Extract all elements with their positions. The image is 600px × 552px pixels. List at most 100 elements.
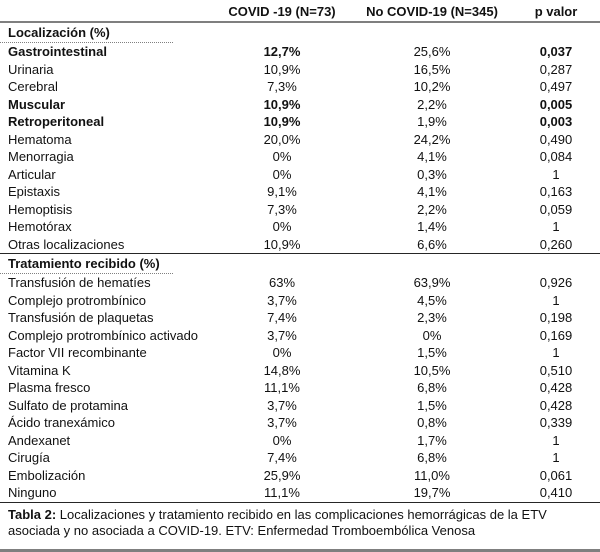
- table-row: Complejo protrombínico 3,7% 4,5% 1: [0, 292, 600, 310]
- cell-covid-value: 10,9%: [263, 61, 301, 77]
- row-label: Hemoptisis: [8, 201, 73, 217]
- row-label: Retroperitoneal: [8, 114, 105, 130]
- table-row: Gastrointestinal 12,7% 25,6% 0,037: [0, 43, 600, 61]
- row-label: Complejo protrombínico: [8, 292, 147, 308]
- cell-no-covid-value: 2,2%: [417, 96, 447, 112]
- table-row: Cirugía 7,4% 6,8% 1: [0, 449, 600, 467]
- cell-p-value: 1: [552, 432, 560, 448]
- cell-p-value: 0,061: [539, 467, 573, 483]
- cell-no-covid-value: 1,9%: [417, 114, 447, 130]
- row-label: Complejo protrombínico activado: [8, 327, 199, 343]
- cell-covid-value: 0%: [272, 166, 292, 182]
- cell-no-covid-value: 1,5%: [417, 397, 447, 413]
- cell-p-value: 0,510: [539, 362, 573, 378]
- column-header-p-valor: p valor: [534, 4, 578, 19]
- cell-no-covid-value: 4,1%: [417, 149, 447, 165]
- table-row: Hemotórax 0% 1,4% 1: [0, 218, 600, 236]
- row-label: Embolización: [8, 467, 86, 483]
- table-row: Muscular 10,9% 2,2% 0,005: [0, 96, 600, 114]
- cell-covid-value: 14,8%: [263, 362, 301, 378]
- cell-no-covid-value: 11,0%: [414, 467, 450, 483]
- cell-covid-value: 3,7%: [267, 327, 297, 343]
- table-caption: Tabla 2: Localizaciones y tratamiento re…: [0, 501, 600, 552]
- cell-covid-value: 3,7%: [267, 292, 297, 308]
- cell-p-value: 1: [552, 292, 560, 308]
- table-row: Hematoma 20,0% 24,2% 0,490: [0, 131, 600, 149]
- row-label: Vitamina K: [8, 362, 71, 378]
- row-label: Transfusión de plaquetas: [8, 310, 154, 326]
- table-body: Localización (%) Gastrointestinal 12,7% 25,…: [0, 23, 600, 502]
- cell-p-value: 1: [552, 219, 560, 235]
- cell-no-covid-value: 19,7%: [413, 485, 451, 501]
- row-label: Urinaria: [8, 61, 54, 77]
- row-label: Gastrointestinal: [8, 44, 107, 60]
- section-header-row: Localización (%): [0, 23, 600, 43]
- row-label: Otras localizaciones: [8, 236, 125, 252]
- row-label: Hemotórax: [8, 219, 72, 235]
- cell-no-covid-value: 2,2%: [417, 201, 447, 217]
- cell-covid-value: 7,3%: [267, 79, 297, 95]
- cell-p-value: 1: [552, 345, 560, 361]
- cell-no-covid-value: 0%: [422, 327, 442, 343]
- cell-covid-value: 11,1%: [264, 485, 300, 501]
- table-row: Transfusión de plaquetas 7,4% 2,3% 0,198: [0, 309, 600, 327]
- table-row: Epistaxis 9,1% 4,1% 0,163: [0, 183, 600, 201]
- cell-no-covid-value: 0,8%: [417, 415, 447, 431]
- cell-no-covid-value: 0,3%: [417, 166, 447, 182]
- row-label: Transfusión de hematíes: [8, 275, 151, 291]
- row-label: Ácido tranexámico: [8, 415, 115, 431]
- table-row: Articular 0% 0,3% 1: [0, 166, 600, 184]
- caption-text: Localizaciones y tratamiento recibido en…: [8, 506, 547, 539]
- cell-covid-value: 20,0%: [263, 131, 301, 147]
- cell-no-covid-value: 10,5%: [413, 362, 451, 378]
- table-row: Complejo protrombínico activado 3,7% 0% 0,1…: [0, 327, 600, 345]
- cell-p-value: 0,339: [539, 415, 573, 431]
- cell-p-value: 0,428: [539, 397, 573, 413]
- row-label: Ninguno: [8, 485, 57, 501]
- cell-p-value: 0,169: [539, 327, 573, 343]
- cell-no-covid-value: 1,5%: [417, 345, 447, 361]
- cell-no-covid-value: 1,4%: [417, 219, 447, 235]
- cell-p-value: 1: [552, 450, 560, 466]
- cell-no-covid-value: 6,6%: [417, 236, 447, 252]
- section-title: Localización (%): [0, 23, 173, 43]
- cell-p-value: 0,059: [539, 201, 573, 217]
- cell-covid-value: 10,9%: [263, 96, 301, 112]
- column-header-no-covid: No COVID-19 (N=345): [366, 4, 498, 19]
- cell-p-value: 0,287: [539, 61, 573, 77]
- cell-covid-value: 3,7%: [267, 397, 297, 413]
- cell-p-value: 0,084: [539, 149, 573, 165]
- cell-no-covid-value: 2,3%: [417, 310, 447, 326]
- table-row: Plasma fresco 11,1% 6,8% 0,428: [0, 379, 600, 397]
- cell-covid-value: 0%: [272, 219, 292, 235]
- table-row: Ninguno 11,1% 19,7% 0,410: [0, 484, 600, 502]
- cell-p-value: 0,926: [539, 275, 573, 291]
- row-label: Cirugía: [8, 450, 50, 466]
- cell-no-covid-value: 4,5%: [417, 292, 447, 308]
- table-header-row: COVID -19 (N=73) No COVID-19 (N=345) p v…: [0, 0, 600, 23]
- cell-covid-value: 9,1%: [267, 184, 297, 200]
- cell-no-covid-value: 6,8%: [417, 380, 447, 396]
- table-row: Sulfato de protamina 3,7% 1,5% 0,428: [0, 397, 600, 415]
- row-label: Epistaxis: [8, 184, 61, 200]
- cell-covid-value: 63%: [268, 275, 296, 291]
- cell-p-value: 0,198: [539, 310, 573, 326]
- section-title: Tratamiento recibido (%): [0, 254, 173, 274]
- cell-no-covid-value: 63,9%: [413, 275, 451, 291]
- cell-covid-value: 3,7%: [267, 415, 297, 431]
- table-row: Hemoptisis 7,3% 2,2% 0,059: [0, 201, 600, 219]
- cell-covid-value: 12,7%: [263, 44, 301, 60]
- row-label: Cerebral: [8, 79, 58, 95]
- table-row: Andexanet 0% 1,7% 1: [0, 432, 600, 450]
- cell-p-value: 0,005: [539, 96, 573, 112]
- table-row: Transfusión de hematíes 63% 63,9% 0,926: [0, 274, 600, 292]
- cell-p-value: 0,428: [539, 380, 573, 396]
- table-row: Retroperitoneal 10,9% 1,9% 0,003: [0, 113, 600, 131]
- cell-covid-value: 0%: [272, 149, 292, 165]
- cell-p-value: 0,410: [539, 485, 573, 501]
- cell-no-covid-value: 16,5%: [413, 61, 451, 77]
- cell-no-covid-value: 25,6%: [413, 44, 451, 60]
- table-row: Ácido tranexámico 3,7% 0,8% 0,339: [0, 414, 600, 432]
- cell-p-value: 0,163: [539, 184, 573, 200]
